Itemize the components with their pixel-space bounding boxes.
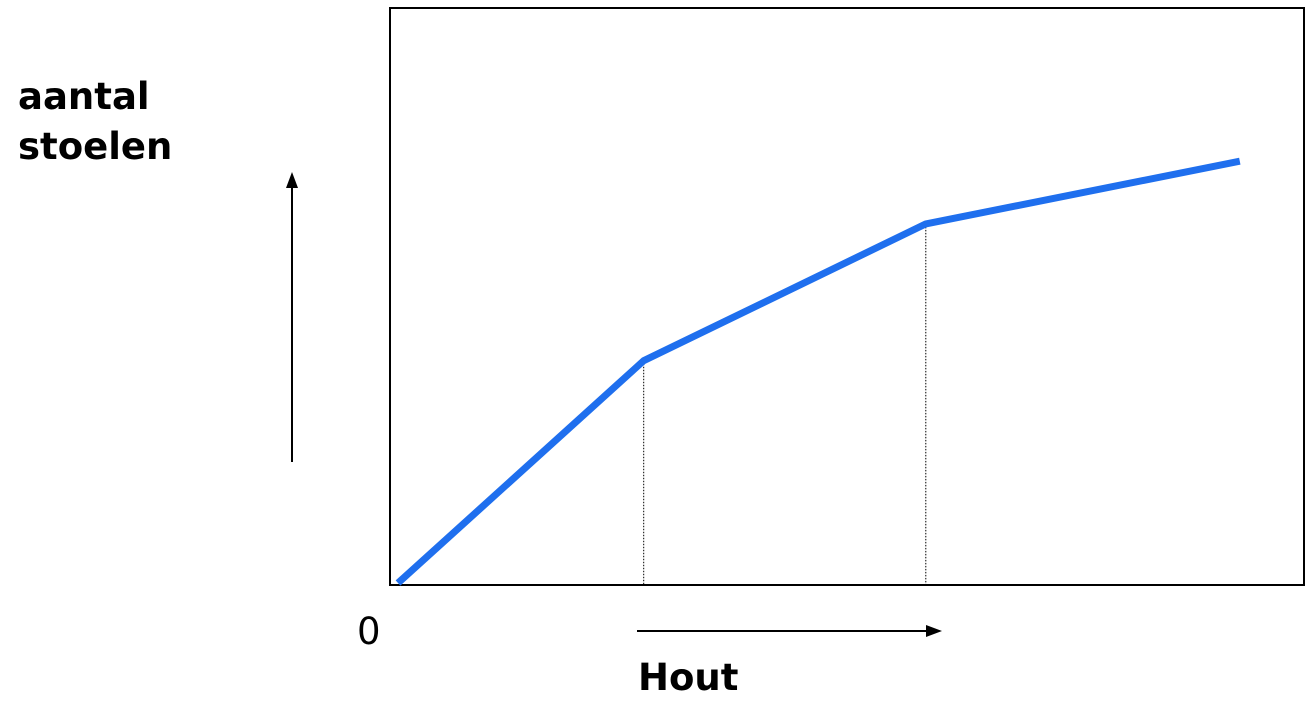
guide-lines bbox=[644, 224, 926, 584]
plot-frame bbox=[390, 8, 1304, 585]
y-direction-arrowhead bbox=[286, 172, 298, 188]
origin-label: 0 bbox=[357, 610, 381, 653]
series-line bbox=[398, 161, 1240, 583]
x-axis-label: Hout bbox=[638, 656, 738, 699]
y-axis-label-line-1: aantal bbox=[18, 72, 172, 122]
y-axis-label-line-2: stoelen bbox=[18, 122, 172, 172]
y-axis-label: aantal stoelen bbox=[18, 72, 172, 172]
x-direction-arrowhead bbox=[926, 625, 942, 637]
